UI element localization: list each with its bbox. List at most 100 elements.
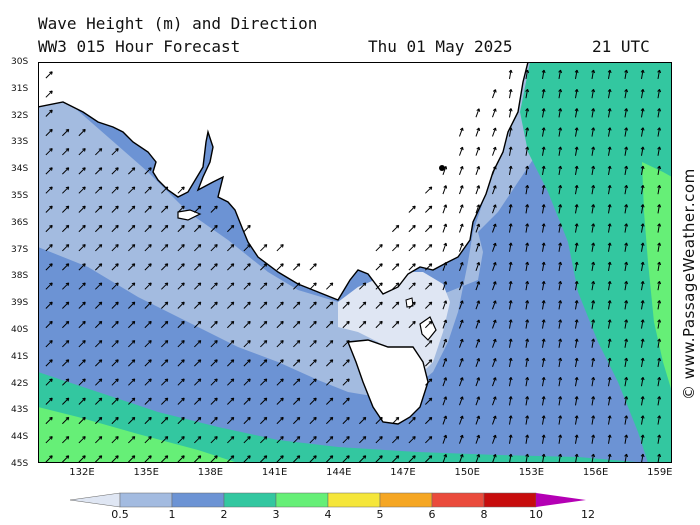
direction-arrowhead: [395, 282, 400, 286]
direction-arrowhead: [82, 244, 86, 248]
direction-arrow: [525, 204, 529, 214]
direction-arrow: [475, 396, 480, 406]
direction-arrowhead: [508, 357, 513, 362]
direction-arrowhead: [476, 204, 481, 208]
direction-arrowhead: [428, 320, 433, 325]
legend-swatch: [379, 492, 433, 508]
direction-arrowhead: [82, 455, 86, 459]
direction-arrow: [62, 186, 70, 194]
direction-arrowhead: [98, 378, 103, 382]
direction-arrowhead: [541, 127, 546, 131]
direction-arrowhead: [82, 397, 86, 402]
direction-arrowhead: [82, 436, 86, 440]
direction-arrowhead: [558, 434, 563, 438]
direction-arrowhead: [181, 378, 185, 382]
direction-arrow: [78, 359, 86, 367]
direction-arrowhead: [65, 128, 70, 133]
direction-arrowhead: [181, 397, 185, 402]
direction-arrow: [492, 281, 497, 291]
direction-arrowhead: [541, 338, 546, 342]
direction-arrowhead: [657, 146, 662, 150]
direction-arrow: [293, 436, 301, 444]
direction-arrow: [111, 225, 119, 233]
direction-arrow: [558, 89, 562, 99]
direction-arrow: [492, 434, 497, 444]
direction-arrow: [161, 321, 169, 329]
direction-arrowhead: [263, 282, 268, 286]
direction-arrowhead: [131, 205, 136, 210]
direction-arrowhead: [247, 436, 251, 440]
direction-arrowhead: [65, 244, 70, 248]
direction-arrow: [375, 282, 383, 290]
direction-arrowhead: [164, 340, 169, 344]
direction-arrowhead: [541, 357, 546, 362]
direction-arrowhead: [657, 88, 662, 93]
direction-arrow: [442, 358, 447, 367]
direction-arrowhead: [459, 165, 464, 170]
direction-arrowhead: [591, 242, 596, 246]
zone-3-4m-south: [38, 372, 648, 463]
direction-arrowhead: [313, 263, 317, 267]
legend-label: 0.5: [111, 508, 129, 521]
direction-arrow: [459, 396, 464, 406]
direction-arrow: [177, 225, 185, 233]
direction-arrow: [425, 378, 433, 386]
direction-arrow: [210, 455, 218, 463]
direction-arrow: [78, 321, 86, 329]
direction-arrow: [640, 319, 644, 329]
direction-arrowhead: [214, 416, 218, 421]
direction-arrowhead: [148, 320, 152, 325]
direction-arrow: [591, 204, 595, 214]
direction-arrow: [475, 300, 480, 310]
direction-arrowhead: [558, 338, 563, 342]
direction-arrow: [558, 146, 562, 156]
direction-arrow: [210, 417, 218, 425]
direction-arrowhead: [624, 108, 629, 112]
direction-arrowhead: [98, 224, 103, 229]
direction-arrow: [525, 166, 529, 176]
direction-arrow: [95, 263, 103, 271]
direction-arrowhead: [131, 416, 136, 421]
direction-arrowhead: [640, 146, 645, 150]
direction-arrow: [408, 282, 416, 290]
direction-arrow: [227, 244, 235, 252]
direction-arrow: [459, 242, 464, 252]
direction-arrow: [607, 415, 611, 425]
direction-arrowhead: [476, 185, 481, 189]
direction-arrowhead: [148, 359, 152, 363]
direction-arrowhead: [131, 244, 136, 248]
direction-arrow: [459, 358, 464, 367]
direction-arrowhead: [443, 300, 448, 304]
direction-arrowhead: [197, 359, 202, 363]
direction-arrow: [574, 204, 578, 214]
direction-arrowhead: [443, 319, 448, 324]
direction-arrowhead: [98, 167, 103, 171]
direction-arrow: [607, 262, 611, 272]
direction-arrowhead: [443, 396, 448, 400]
direction-arrowhead: [508, 300, 513, 304]
direction-arrow: [657, 223, 661, 233]
direction-arrow: [342, 455, 350, 463]
direction-arrowhead: [230, 397, 235, 402]
direction-arrow: [45, 397, 53, 405]
direction-arrowhead: [508, 415, 513, 419]
direction-arrow: [657, 319, 661, 329]
direction-arrow: [128, 205, 136, 213]
direction-arrow: [558, 108, 562, 118]
direction-arrowhead: [379, 282, 383, 286]
direction-arrow: [78, 301, 86, 309]
legend-label: 3: [272, 508, 280, 521]
direction-arrowhead: [214, 282, 218, 286]
direction-arrowhead: [65, 224, 70, 229]
direction-arrowhead: [230, 301, 235, 306]
direction-arrow: [161, 263, 169, 271]
direction-arrowhead: [657, 453, 662, 458]
direction-arrow: [243, 321, 251, 329]
legend-swatch: [275, 492, 329, 508]
direction-arrowhead: [443, 434, 448, 439]
direction-arrowhead: [379, 244, 383, 248]
direction-arrow: [425, 417, 433, 425]
direction-arrowhead: [492, 204, 497, 208]
direction-arrow: [541, 262, 545, 272]
direction-arrow: [508, 377, 512, 387]
